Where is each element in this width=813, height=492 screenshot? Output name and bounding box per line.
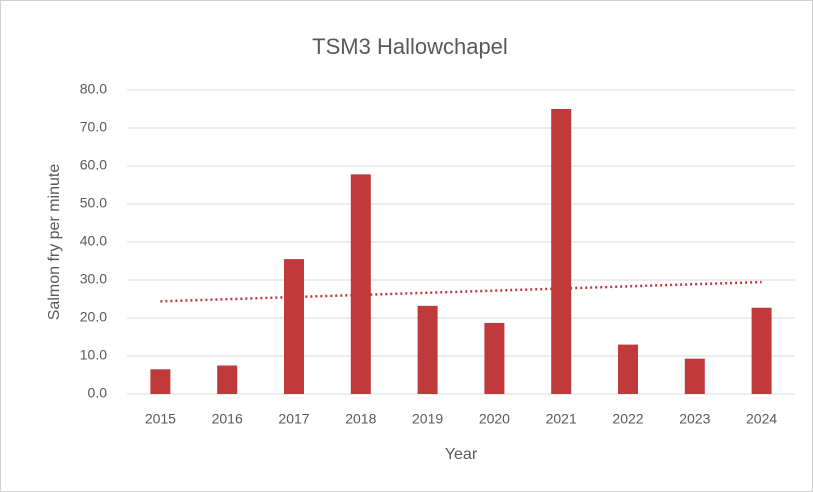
y-tick-label: 50.0 xyxy=(80,195,107,211)
x-tick-label: 2022 xyxy=(612,411,643,427)
trendline xyxy=(160,280,762,303)
bar xyxy=(350,174,371,394)
x-tick-label: 2018 xyxy=(345,411,376,427)
bar xyxy=(217,365,238,394)
bar xyxy=(684,358,705,394)
x-tick-label: 2016 xyxy=(212,411,243,427)
x-tick-label: 2015 xyxy=(145,411,176,427)
x-tick-label: 2023 xyxy=(679,411,710,427)
y-tick-label: 70.0 xyxy=(80,119,107,135)
y-tick-label: 0.0 xyxy=(88,385,108,401)
bar xyxy=(618,344,638,394)
bar xyxy=(284,259,304,394)
y-tick-label: 30.0 xyxy=(80,271,107,287)
x-axis-label: Year xyxy=(445,446,478,463)
x-tick-label: 2021 xyxy=(546,411,577,427)
x-tick-label: 2017 xyxy=(278,411,309,427)
bar xyxy=(150,369,171,394)
x-tick-label: 2020 xyxy=(479,411,510,427)
bar xyxy=(551,109,572,394)
y-tick-label: 80.0 xyxy=(80,81,107,97)
bar xyxy=(484,322,505,394)
x-tick-label: 2024 xyxy=(746,411,777,427)
y-tick-label: 60.0 xyxy=(80,157,107,173)
y-tick-label: 10.0 xyxy=(80,347,107,363)
chart-title: TSM3 Hallowchapel xyxy=(312,34,508,59)
bar xyxy=(417,305,438,394)
y-axis-label: Salmon fry per minute xyxy=(46,164,63,321)
x-tick-label: 2019 xyxy=(412,411,443,427)
y-tick-label: 40.0 xyxy=(80,233,107,249)
bar xyxy=(751,307,772,394)
y-tick-label: 20.0 xyxy=(80,309,107,325)
